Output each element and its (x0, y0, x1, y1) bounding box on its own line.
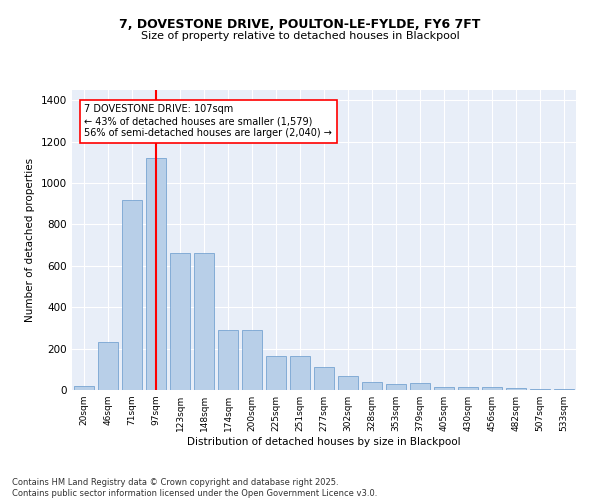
Bar (434, 387, 454, 390)
Bar (386, 384, 406, 390)
Bar (530, 389, 550, 390)
Bar (242, 330, 262, 390)
Bar (146, 158, 166, 390)
Bar (170, 254, 190, 390)
X-axis label: Distribution of detached houses by size in Blackpool: Distribution of detached houses by size … (187, 437, 461, 447)
Bar (98, 342, 118, 390)
Bar (482, 387, 502, 390)
Text: Size of property relative to detached houses in Blackpool: Size of property relative to detached ho… (140, 31, 460, 41)
Bar (290, 356, 310, 390)
Bar (194, 254, 214, 390)
Bar (506, 388, 526, 390)
Bar (458, 387, 478, 390)
Bar (410, 383, 430, 390)
Text: Contains HM Land Registry data © Crown copyright and database right 2025.
Contai: Contains HM Land Registry data © Crown c… (12, 478, 377, 498)
Text: 7, DOVESTONE DRIVE, POULTON-LE-FYLDE, FY6 7FT: 7, DOVESTONE DRIVE, POULTON-LE-FYLDE, FY… (119, 18, 481, 30)
Bar (218, 330, 238, 390)
Bar (554, 389, 574, 390)
Bar (266, 356, 286, 390)
Text: 7 DOVESTONE DRIVE: 107sqm
← 43% of detached houses are smaller (1,579)
56% of se: 7 DOVESTONE DRIVE: 107sqm ← 43% of detac… (85, 104, 332, 138)
Bar (74, 386, 94, 390)
Bar (362, 382, 382, 390)
Bar (314, 367, 334, 390)
Y-axis label: Number of detached properties: Number of detached properties (25, 158, 35, 322)
Bar (122, 200, 142, 390)
Bar (338, 376, 358, 390)
